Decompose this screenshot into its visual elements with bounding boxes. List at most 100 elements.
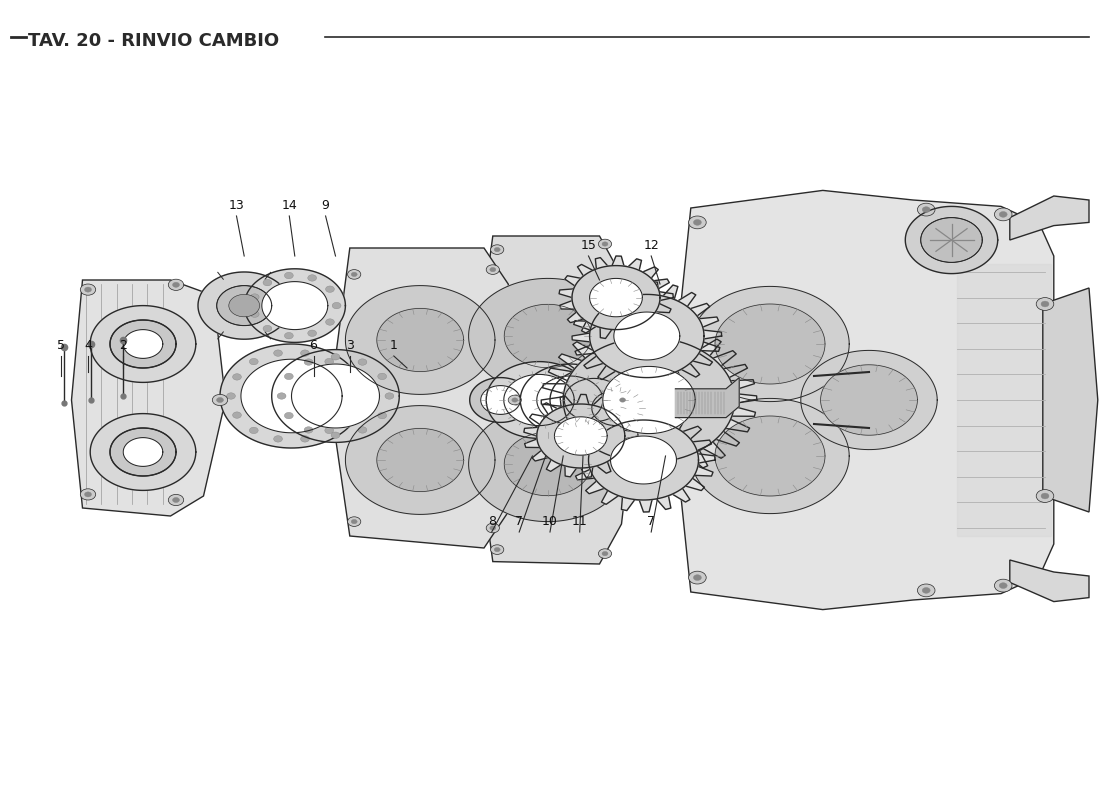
Circle shape [1036,298,1054,310]
Circle shape [689,571,706,584]
Circle shape [308,330,317,337]
Circle shape [300,436,309,442]
Circle shape [917,203,935,216]
Circle shape [491,545,504,554]
Circle shape [490,526,496,530]
Polygon shape [110,428,176,476]
Circle shape [602,551,608,556]
Circle shape [486,265,499,274]
Circle shape [494,247,501,252]
Circle shape [324,427,333,434]
Polygon shape [524,394,638,478]
Circle shape [304,426,312,433]
Polygon shape [110,320,176,368]
Circle shape [689,216,706,229]
Circle shape [263,326,272,332]
Circle shape [486,523,499,533]
Polygon shape [504,304,592,368]
Polygon shape [563,338,735,462]
Polygon shape [592,390,640,426]
Polygon shape [198,272,290,339]
Circle shape [173,498,179,502]
Polygon shape [554,417,607,455]
Circle shape [994,208,1012,221]
Polygon shape [345,286,495,394]
Polygon shape [486,362,592,438]
Circle shape [168,494,184,506]
Circle shape [999,582,1008,589]
Polygon shape [614,312,680,360]
Circle shape [602,242,608,246]
Text: eurococ: eurococ [332,381,526,435]
Circle shape [1036,490,1054,502]
Circle shape [693,574,702,581]
Polygon shape [471,236,636,564]
Text: 2: 2 [119,339,128,352]
Text: 13: 13 [229,199,244,212]
Text: 6: 6 [309,339,318,352]
Text: 1: 1 [389,339,398,352]
Circle shape [274,436,283,442]
Circle shape [274,350,283,356]
Polygon shape [572,282,722,390]
Polygon shape [244,269,345,342]
Circle shape [1041,493,1049,499]
Polygon shape [272,350,399,442]
Polygon shape [715,416,825,496]
Polygon shape [110,428,176,476]
Circle shape [491,245,504,254]
Circle shape [693,219,702,226]
Polygon shape [377,309,463,371]
Circle shape [385,393,394,399]
Polygon shape [603,366,695,434]
Text: 14: 14 [282,199,297,212]
Circle shape [508,395,521,405]
Polygon shape [217,286,272,326]
Polygon shape [671,190,1054,610]
Circle shape [85,492,91,497]
Polygon shape [921,218,982,262]
Text: 15: 15 [581,239,596,252]
Circle shape [351,272,358,277]
Polygon shape [572,408,715,512]
Circle shape [922,206,931,213]
Text: 4: 4 [84,339,92,352]
Circle shape [359,359,366,366]
Polygon shape [241,359,342,433]
Circle shape [619,398,626,402]
Circle shape [348,393,356,399]
Polygon shape [345,406,495,514]
Polygon shape [90,306,196,382]
Polygon shape [821,365,917,435]
Circle shape [512,398,518,402]
Polygon shape [541,322,757,478]
Circle shape [80,489,96,500]
Polygon shape [469,278,627,394]
Circle shape [348,270,361,279]
Polygon shape [580,382,652,434]
Polygon shape [72,280,225,516]
Circle shape [331,432,340,438]
Polygon shape [262,282,328,330]
Circle shape [168,279,184,290]
Circle shape [342,412,351,418]
Polygon shape [1010,560,1089,602]
Polygon shape [110,320,176,368]
Circle shape [250,358,258,365]
Circle shape [217,398,223,402]
Polygon shape [220,344,363,448]
Polygon shape [123,330,163,358]
Circle shape [212,394,228,406]
Polygon shape [330,248,526,548]
Text: 8: 8 [487,515,496,528]
Polygon shape [504,374,574,426]
Circle shape [348,517,361,526]
Circle shape [598,239,612,249]
Circle shape [1041,301,1049,307]
Circle shape [263,279,272,286]
Circle shape [494,547,501,552]
Circle shape [285,333,294,339]
Circle shape [351,519,358,524]
Circle shape [251,311,260,318]
Circle shape [490,267,496,272]
